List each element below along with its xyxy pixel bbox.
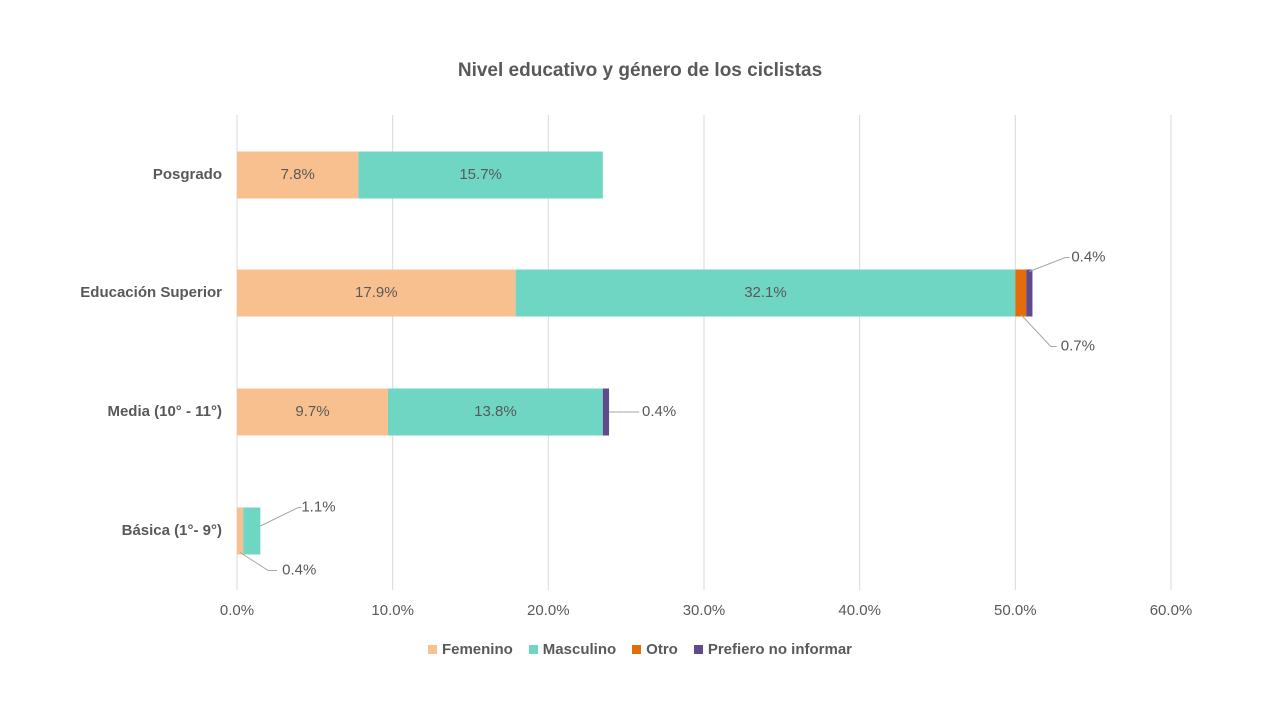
legend-label: Prefiero no informar [707, 641, 853, 658]
legend-swatch [427, 645, 437, 654]
data-label: 32.1% [744, 284, 787, 301]
data-label: 13.8% [474, 403, 517, 420]
bar [237, 151, 359, 199]
category-label: Posgrado [153, 166, 222, 183]
category-label: Básica (1°- 9°) [122, 522, 222, 539]
legend-item: Femenino [427, 641, 513, 658]
legend-label: Otro [646, 641, 678, 658]
leader-line [1029, 257, 1070, 272]
bar [237, 507, 244, 555]
data-label: 0.4% [282, 561, 316, 578]
category-label: Educación Superior [80, 284, 222, 301]
legend-label: Femenino [441, 641, 513, 658]
data-label: 1.1% [301, 498, 335, 515]
legend-swatch [528, 645, 538, 654]
x-tick-label: 10.0% [371, 602, 414, 619]
legend-item: Prefiero no informar [693, 641, 853, 658]
data-label: 17.9% [355, 284, 398, 301]
x-tick-label: 20.0% [527, 602, 570, 619]
data-label: 0.7% [1061, 337, 1095, 354]
bar [515, 269, 1016, 317]
leader-line [239, 552, 278, 571]
bar [1026, 269, 1033, 317]
x-tick-label: 30.0% [683, 602, 726, 619]
bar [602, 388, 610, 436]
x-tick-label: 50.0% [994, 602, 1037, 619]
data-label: 15.7% [459, 166, 502, 183]
bar [243, 507, 261, 555]
chart-title: Nivel educativo y género de los ciclista… [457, 60, 823, 81]
category-label: Media (10° - 11°) [107, 403, 222, 420]
x-tick-label: 40.0% [838, 602, 881, 619]
data-label: 0.4% [1071, 248, 1105, 265]
legend-label: Masculino [542, 641, 617, 658]
data-label: 7.8% [281, 166, 315, 183]
leader-line [260, 507, 302, 527]
x-tick-label: 60.0% [1150, 602, 1193, 619]
bar [387, 388, 603, 436]
data-label: 0.4% [642, 403, 676, 420]
bar [237, 388, 388, 436]
legend-swatch [693, 645, 703, 654]
data-label: 9.7% [295, 403, 329, 420]
legend-item: Masculino [528, 641, 617, 658]
bar [237, 269, 516, 317]
leader-line [1020, 314, 1057, 347]
bar [1015, 269, 1027, 317]
bar [358, 151, 603, 199]
legend: Femenino Masculino Otro Prefiero no informa… [0, 641, 1280, 658]
legend-swatch [632, 645, 642, 654]
x-tick-label: 0.0% [220, 602, 254, 619]
legend-item: Otro [632, 641, 678, 658]
